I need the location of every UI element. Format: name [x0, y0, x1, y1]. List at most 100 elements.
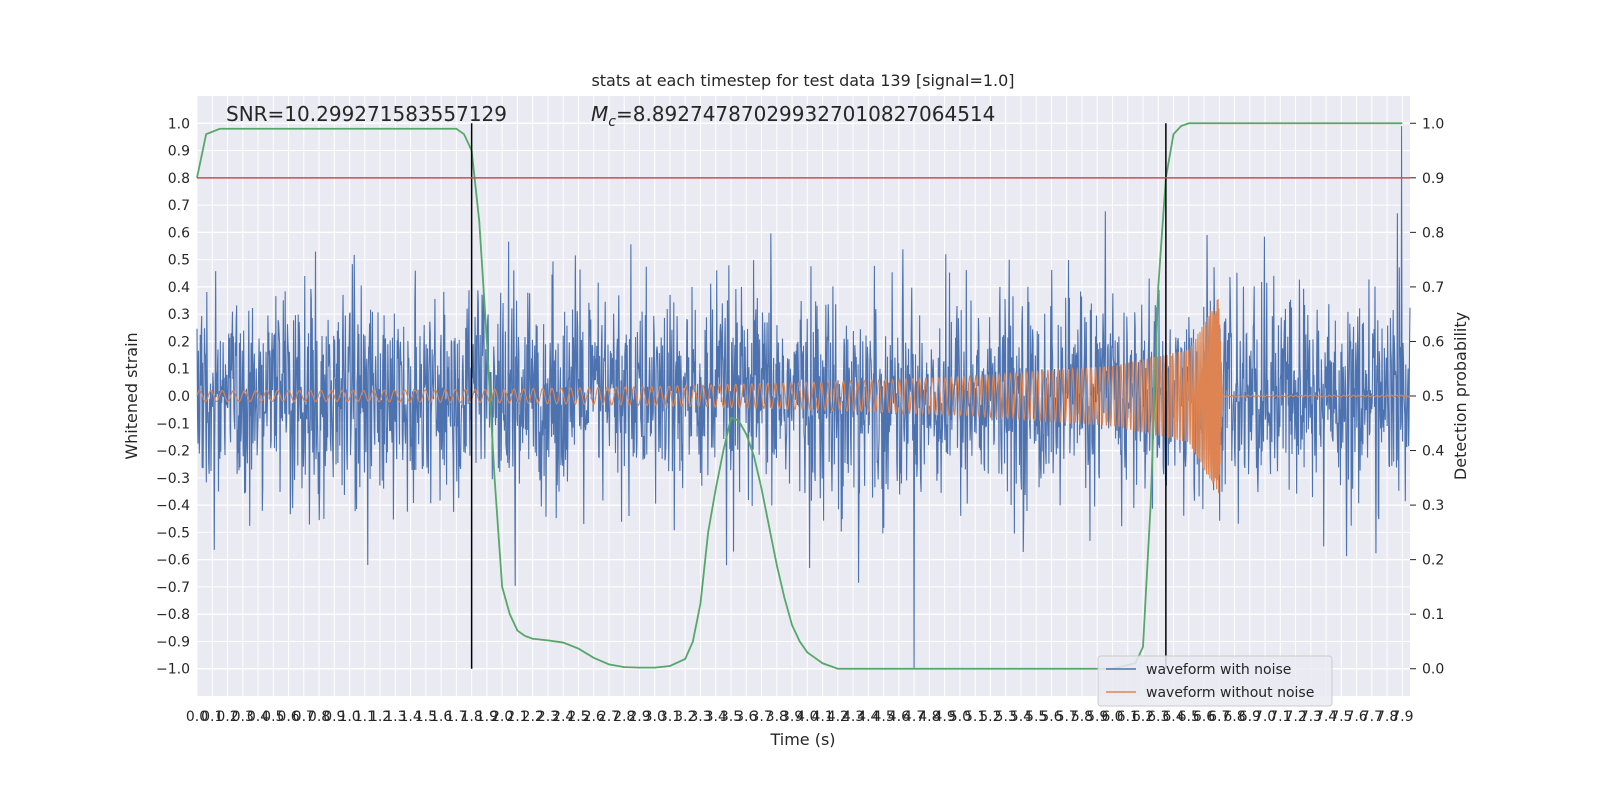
x-tick-label: 2.1 — [506, 709, 528, 725]
y2-tick-label: 0.8 — [1422, 225, 1444, 241]
x-tick-label: 7.1 — [1269, 709, 1291, 725]
x-tick-label: 0.7 — [293, 709, 315, 725]
x-tick-label: 4.4 — [857, 709, 879, 725]
chirp-mass-value: =8.892747870299327010827064514 — [616, 102, 995, 126]
x-tick-label: 6.2 — [1132, 709, 1154, 725]
vertical-markers — [470, 123, 1167, 669]
x-tick-label: 5.5 — [1025, 709, 1047, 725]
y-tick-label: −0.5 — [156, 525, 190, 541]
y2-axis-label: Detection probability — [1451, 312, 1470, 480]
x-tick-label: 5.1 — [964, 709, 986, 725]
x-tick-label: 5.2 — [979, 709, 1001, 725]
y-tick-label: −0.2 — [156, 444, 190, 460]
snr-annotation: SNR=10.299271583557129 — [226, 102, 507, 126]
y2-tick-label: 0.0 — [1422, 662, 1444, 678]
x-tick-label: 2.3 — [537, 709, 559, 725]
x-tick-label: 3.7 — [750, 709, 772, 725]
x-tick-label: 5.7 — [1056, 709, 1078, 725]
y-tick-label: −0.7 — [156, 580, 190, 596]
x-tick-label: 5.3 — [995, 709, 1017, 725]
x-tick-label: 5.4 — [1010, 709, 1032, 725]
series-waveform-without-noise — [196, 298, 1411, 494]
y-tick-label: −0.9 — [156, 634, 190, 650]
x-axis-ticks: 0.00.10.20.30.40.50.60.70.80.91.01.11.21… — [186, 709, 1414, 725]
y-tick-label: 0.4 — [168, 280, 190, 296]
y2-tick-label: 0.4 — [1422, 444, 1444, 460]
x-tick-label: 3.4 — [705, 709, 727, 725]
y-tick-label: −0.6 — [156, 553, 190, 569]
x-tick-label: 7.0 — [1254, 709, 1276, 725]
y-axis-ticks: 1.0 0.9 0.8 0.7 0.6 0.5 0.4 0.3 0.2 0.1 0.0 −0.1 −0.… — [156, 116, 190, 677]
x-tick-label: 4.3 — [842, 709, 864, 725]
x-tick-label: 4.7 — [903, 709, 925, 725]
x-tick-label: 1.7 — [445, 709, 467, 725]
y-tick-label: 0.0 — [168, 389, 190, 405]
x-tick-label: 6.5 — [1178, 709, 1200, 725]
x-tick-label: 0.2 — [216, 709, 238, 725]
x-axis-label: Time (s) — [769, 730, 835, 749]
x-tick-label: 6.6 — [1193, 709, 1215, 725]
x-tick-label: 4.6 — [888, 709, 910, 725]
legend-label-clean: waveform without noise — [1146, 685, 1314, 701]
chirp-mass-annotation: Mc=8.892747870299327010827064514 — [591, 102, 995, 130]
y-tick-label: −1.0 — [156, 662, 190, 678]
x-tick-label: 1.5 — [415, 709, 437, 725]
x-tick-label: 4.9 — [934, 709, 956, 725]
x-tick-label: 7.3 — [1300, 709, 1322, 725]
clean-trace — [196, 298, 1411, 494]
x-tick-label: 1.1 — [354, 709, 376, 725]
y-axis-label: Whitened strain — [122, 332, 141, 459]
x-tick-label: 2.9 — [628, 709, 650, 725]
x-tick-label: 2.2 — [522, 709, 544, 725]
x-tick-label: 6.0 — [1101, 709, 1123, 725]
x-tick-label: 7.4 — [1315, 709, 1337, 725]
x-tick-label: 3.6 — [735, 709, 757, 725]
x-tick-label: 1.3 — [384, 709, 406, 725]
y-tick-label: −0.8 — [156, 607, 190, 623]
x-tick-label: 4.2 — [827, 709, 849, 725]
y2-tick-label: 0.6 — [1422, 334, 1444, 350]
x-tick-label: 5.6 — [1040, 709, 1062, 725]
x-tick-label: 6.7 — [1208, 709, 1230, 725]
x-tick-label: 4.8 — [918, 709, 940, 725]
x-tick-label: 1.8 — [461, 709, 483, 725]
legend: waveform with noise waveform without noi… — [1097, 655, 1333, 707]
x-tick-label: 3.0 — [644, 709, 666, 725]
y-tick-label: 0.6 — [168, 225, 190, 241]
y2-tick-label: 0.9 — [1422, 171, 1444, 187]
y2-tick-label: 0.5 — [1422, 389, 1444, 405]
x-tick-label: 3.3 — [689, 709, 711, 725]
chirp-mass-subscript: c — [608, 114, 616, 130]
x-tick-label: 0.5 — [262, 709, 284, 725]
y-tick-label: −0.1 — [156, 416, 190, 432]
x-tick-label: 2.4 — [552, 709, 574, 725]
y-tick-label: 0.9 — [168, 144, 190, 160]
x-tick-label: 2.5 — [567, 709, 589, 725]
x-tick-label: 0.9 — [323, 709, 345, 725]
x-tick-label: 0.0 — [186, 709, 208, 725]
x-tick-label: 7.6 — [1345, 709, 1367, 725]
y-tick-label: 0.8 — [168, 171, 190, 187]
x-tick-label: 7.8 — [1376, 709, 1398, 725]
x-tick-label: 0.8 — [308, 709, 330, 725]
x-tick-label: 1.6 — [430, 709, 452, 725]
x-tick-label: 5.8 — [1071, 709, 1093, 725]
chirp-mass-symbol: M — [591, 102, 608, 126]
y2-tick-label: 0.2 — [1422, 553, 1444, 569]
x-tick-label: 6.1 — [1117, 709, 1139, 725]
x-tick-label: 3.9 — [781, 709, 803, 725]
y-tick-label: −0.4 — [156, 498, 190, 514]
x-tick-label: 3.2 — [674, 709, 696, 725]
x-tick-label: 7.2 — [1284, 709, 1306, 725]
x-tick-label: 6.3 — [1147, 709, 1169, 725]
x-tick-label: 3.8 — [766, 709, 788, 725]
x-tick-label: 2.8 — [613, 709, 635, 725]
x-tick-label: 1.2 — [369, 709, 391, 725]
x-tick-label: 0.6 — [277, 709, 299, 725]
y2-tick-label: 0.7 — [1422, 280, 1444, 296]
y-tick-label: 0.1 — [168, 362, 190, 378]
x-tick-label: 4.0 — [796, 709, 818, 725]
y-tick-label: −0.3 — [156, 471, 190, 487]
x-tick-label: 0.3 — [232, 709, 254, 725]
